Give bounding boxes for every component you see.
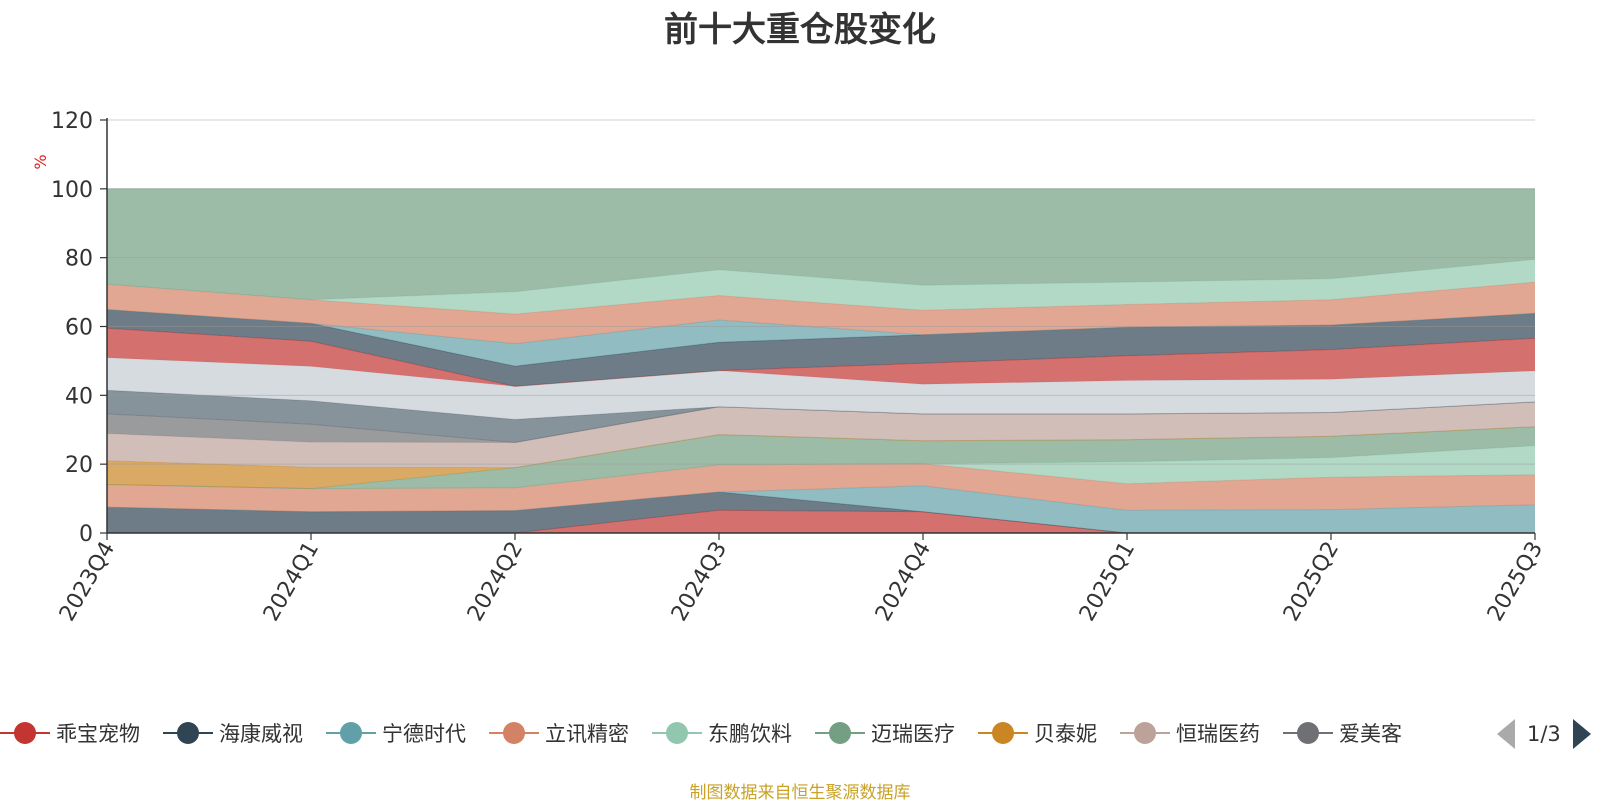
area-layer-4 xyxy=(107,445,1535,489)
area-layer-0 xyxy=(107,510,1535,533)
area-layer-9 xyxy=(107,390,1535,443)
x-tick-label: 2025Q1 xyxy=(1075,538,1140,626)
y-tick-label: 40 xyxy=(65,384,93,409)
legend-item[interactable]: 宁德时代 xyxy=(326,715,466,751)
legend-pager: 1/3 xyxy=(1497,714,1591,754)
x-tick-label: 2023Q4 xyxy=(55,538,120,626)
legend-marker-icon xyxy=(978,721,1028,745)
legend-item[interactable]: 恒瑞医药 xyxy=(1120,715,1260,751)
x-tick-label: 2024Q3 xyxy=(667,538,732,626)
y-tick-label: 120 xyxy=(51,109,93,134)
stacked-areas xyxy=(106,188,1536,534)
area-layer-16 xyxy=(107,188,1535,300)
y-tick-label: 80 xyxy=(65,247,93,272)
area-layer-12 xyxy=(107,309,1535,387)
x-tick-label: 2025Q2 xyxy=(1279,538,1344,626)
legend-label: 迈瑞医疗 xyxy=(871,722,955,746)
legend-item[interactable]: 立讯精密 xyxy=(489,715,629,751)
legend-item[interactable]: 乖宝宠物 xyxy=(0,715,140,751)
x-tick-label: 2024Q4 xyxy=(871,538,936,626)
legend-marker-icon xyxy=(163,721,213,745)
chart-title: 前十大重仓股变化 xyxy=(664,10,936,50)
legend-marker-icon xyxy=(1120,721,1170,745)
area-layer-6 xyxy=(107,426,1535,489)
legend-item[interactable]: 爱美客 xyxy=(1283,715,1402,751)
legend-label: 恒瑞医药 xyxy=(1176,722,1260,746)
legend-label: 贝泰妮 xyxy=(1034,722,1097,746)
legend-label: 宁德时代 xyxy=(382,722,466,746)
legend-item[interactable]: 海康威视 xyxy=(163,715,303,751)
y-axis-label: % xyxy=(31,154,50,169)
pager-page-indicator: 1/3 xyxy=(1527,722,1561,746)
x-tick-label: 2025Q3 xyxy=(1483,538,1548,626)
legend-item[interactable]: 贝泰妮 xyxy=(978,715,1097,751)
area-layer-1 xyxy=(107,492,1535,533)
area-layer-14 xyxy=(107,282,1535,344)
legend-marker-icon xyxy=(652,721,702,745)
legend-label: 东鹏饮料 xyxy=(708,722,792,746)
legend-item[interactable]: 东鹏饮料 xyxy=(652,715,792,751)
area-layer-8 xyxy=(107,401,1535,443)
area-layer-7 xyxy=(107,401,1535,468)
y-tick-label: 0 xyxy=(79,522,93,547)
legend-label: 乖宝宠物 xyxy=(56,722,140,746)
x-tick-label: 2024Q1 xyxy=(259,538,324,626)
y-tick-label: 20 xyxy=(65,453,93,478)
legend-marker-icon xyxy=(1283,721,1333,745)
legend-label: 爱美客 xyxy=(1339,722,1402,746)
pager-prev-icon[interactable] xyxy=(1497,719,1515,749)
legend-item[interactable]: 迈瑞医疗 xyxy=(815,715,955,751)
legend-marker-icon xyxy=(326,721,376,745)
legend-label: 海康威视 xyxy=(219,722,303,746)
legend: 乖宝宠物 海康威视 宁德时代 立讯精密 东鹏饮料 迈瑞医疗 贝泰妮 恒瑞医药 爱美客 xyxy=(0,715,1480,751)
area-layer-3 xyxy=(107,463,1535,512)
area-layer-10 xyxy=(107,357,1535,420)
y-tick-label: 100 xyxy=(51,178,93,203)
x-tick-label: 2024Q2 xyxy=(463,538,528,626)
area-layer-2 xyxy=(107,485,1535,533)
legend-marker-icon xyxy=(815,721,865,745)
legend-label: 立讯精密 xyxy=(545,722,629,746)
area-edge-6 xyxy=(106,426,1536,469)
area-layer-15 xyxy=(107,259,1535,315)
y-tick-label: 60 xyxy=(65,316,93,341)
pager-next-icon[interactable] xyxy=(1572,719,1591,749)
data-source-note: 制图数据来自恒生聚源数据库 xyxy=(689,783,911,803)
area-layer-11 xyxy=(107,328,1535,387)
legend-marker-icon xyxy=(0,721,50,745)
area-layer-13 xyxy=(107,309,1535,367)
legend-marker-icon xyxy=(489,721,539,745)
